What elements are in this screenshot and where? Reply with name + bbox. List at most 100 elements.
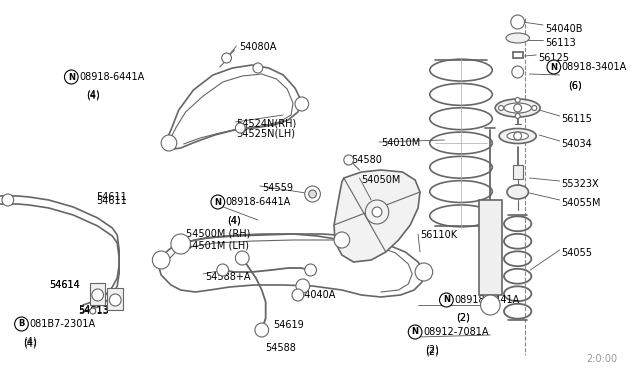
Ellipse shape: [506, 33, 529, 43]
Text: 54055: 54055: [562, 248, 593, 258]
Circle shape: [408, 325, 422, 339]
Text: (4): (4): [86, 90, 100, 100]
Text: 55323X: 55323X: [562, 179, 599, 189]
Circle shape: [415, 263, 433, 281]
Text: N: N: [443, 295, 450, 305]
Text: (2): (2): [456, 313, 470, 323]
Circle shape: [152, 251, 170, 269]
Text: 54010M: 54010M: [381, 138, 420, 148]
Text: N: N: [214, 198, 221, 206]
Polygon shape: [334, 170, 420, 262]
Text: 2:0:00: 2:0:00: [586, 354, 618, 364]
Text: 56113: 56113: [545, 38, 576, 48]
Circle shape: [92, 289, 104, 301]
Text: 56115: 56115: [562, 114, 593, 124]
Text: (4): (4): [24, 338, 37, 348]
Text: 54500M (RH): 54500M (RH): [186, 228, 250, 238]
Text: (2): (2): [425, 347, 439, 357]
Circle shape: [292, 289, 304, 301]
Text: N: N: [550, 62, 557, 71]
Circle shape: [305, 264, 316, 276]
Text: 54524N(RH): 54524N(RH): [236, 118, 296, 128]
Circle shape: [253, 63, 263, 73]
Text: B: B: [19, 320, 25, 328]
Circle shape: [255, 323, 269, 337]
Circle shape: [236, 251, 249, 265]
Circle shape: [514, 132, 522, 140]
Text: 54559: 54559: [262, 183, 292, 193]
Text: (4): (4): [86, 89, 100, 99]
Circle shape: [515, 97, 520, 103]
Circle shape: [236, 123, 245, 133]
Text: 54055M: 54055M: [562, 198, 601, 208]
Text: 56110K: 56110K: [420, 230, 457, 240]
Text: (6): (6): [568, 80, 582, 90]
Bar: [513, 165, 523, 179]
Circle shape: [308, 190, 316, 198]
Text: 08918-6441A: 08918-6441A: [454, 295, 520, 305]
Circle shape: [512, 66, 524, 78]
Circle shape: [365, 200, 388, 224]
Text: 54034: 54034: [562, 139, 593, 149]
Circle shape: [514, 104, 522, 112]
Circle shape: [305, 186, 321, 202]
Text: 54611: 54611: [96, 196, 127, 206]
Text: 54588+A: 54588+A: [205, 272, 251, 282]
Text: 54613: 54613: [78, 305, 109, 315]
Circle shape: [547, 60, 561, 74]
Text: 54580: 54580: [351, 155, 383, 165]
Circle shape: [295, 97, 308, 111]
Text: 54050M: 54050M: [362, 175, 401, 185]
Circle shape: [515, 113, 520, 119]
Circle shape: [481, 295, 500, 315]
Circle shape: [372, 207, 382, 217]
Ellipse shape: [495, 99, 540, 117]
Text: (4): (4): [228, 215, 241, 225]
Ellipse shape: [507, 185, 529, 199]
Circle shape: [217, 264, 228, 276]
Circle shape: [499, 106, 504, 110]
Text: 54613: 54613: [78, 306, 109, 316]
Circle shape: [15, 317, 28, 331]
Text: 54611: 54611: [96, 192, 127, 202]
Circle shape: [2, 194, 13, 206]
Ellipse shape: [499, 128, 536, 144]
Bar: [90, 283, 106, 305]
Circle shape: [65, 70, 78, 84]
Bar: [108, 288, 123, 310]
Text: 54619: 54619: [273, 320, 304, 330]
Ellipse shape: [504, 103, 531, 113]
Circle shape: [296, 279, 310, 293]
Circle shape: [90, 308, 96, 314]
Bar: [479, 200, 502, 295]
Text: 08912-7081A: 08912-7081A: [423, 327, 488, 337]
Text: N: N: [412, 327, 419, 337]
Text: (2): (2): [425, 345, 439, 355]
Circle shape: [334, 232, 349, 248]
Circle shape: [532, 106, 537, 110]
Text: 08918-6441A: 08918-6441A: [226, 197, 291, 207]
Circle shape: [221, 53, 232, 63]
Text: 54501M (LH): 54501M (LH): [186, 240, 248, 250]
Text: (4): (4): [24, 337, 37, 347]
Circle shape: [211, 195, 225, 209]
Text: 54040A: 54040A: [298, 290, 335, 300]
Text: 08918-6441A: 08918-6441A: [79, 72, 145, 82]
Circle shape: [440, 293, 453, 307]
Circle shape: [161, 135, 177, 151]
Text: 54080A: 54080A: [239, 42, 276, 52]
Circle shape: [109, 294, 121, 306]
Text: 54614: 54614: [49, 280, 79, 290]
Circle shape: [511, 15, 525, 29]
Text: N: N: [68, 73, 75, 81]
Text: 54588: 54588: [266, 343, 296, 353]
Text: 54525N(LH): 54525N(LH): [236, 128, 296, 138]
Text: 081B7-2301A: 081B7-2301A: [29, 319, 95, 329]
Text: 56125: 56125: [538, 53, 569, 63]
Text: (6): (6): [568, 80, 582, 90]
Circle shape: [171, 234, 191, 254]
Ellipse shape: [507, 132, 529, 140]
Text: (4): (4): [228, 215, 241, 225]
Text: 08918-3401A: 08918-3401A: [562, 62, 627, 72]
Circle shape: [344, 155, 353, 165]
